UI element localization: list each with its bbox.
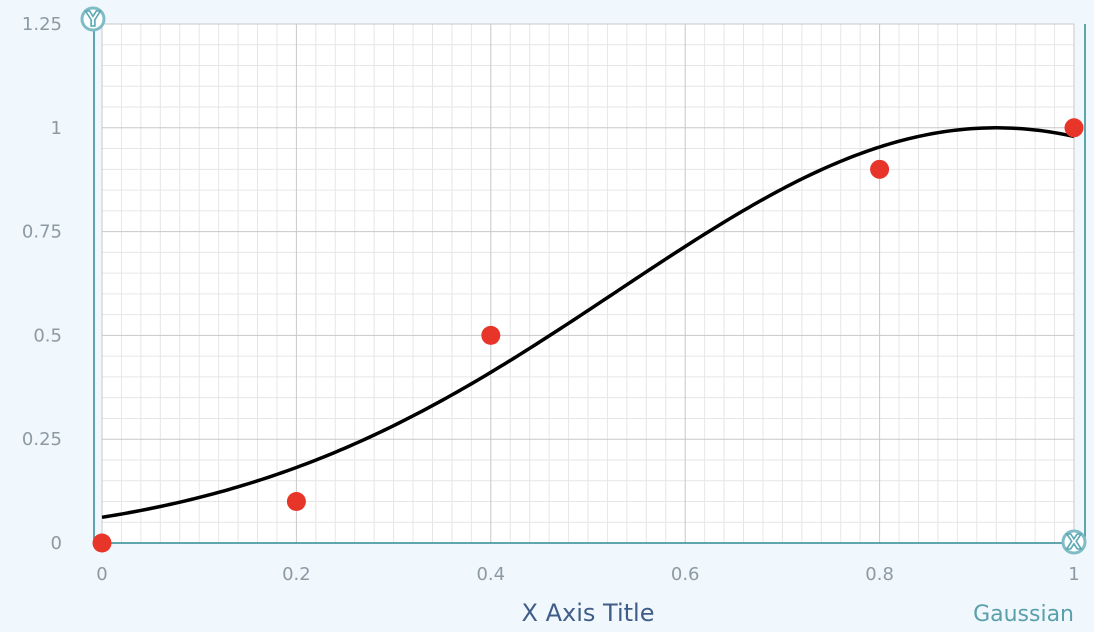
x-tick-label: 0 — [96, 564, 107, 585]
data-points — [92, 118, 1084, 553]
x-tick-labels: 0 0.2 0.4 0.6 0.8 1 — [96, 564, 1079, 585]
y-tick-label: 1.25 — [22, 14, 62, 35]
minor-gridlines — [102, 24, 1074, 543]
data-point — [870, 159, 890, 179]
x-tick-label: 0.2 — [282, 564, 311, 585]
y-axis-handle[interactable]: Y — [80, 6, 106, 32]
fit-model-label: Gaussian — [973, 602, 1074, 627]
axes — [93, 20, 1086, 544]
x-tick-label: 0.8 — [865, 564, 894, 585]
y-tick-label: 0.75 — [22, 222, 62, 243]
x-tick-label: 0.6 — [671, 564, 700, 585]
data-point — [481, 325, 501, 345]
fit-curve — [101, 126, 1075, 520]
data-point — [286, 491, 306, 511]
y-tick-label: 1 — [51, 118, 62, 139]
data-point — [92, 533, 112, 553]
x-axis-handle[interactable]: X — [1061, 529, 1087, 555]
x-tick-label: 1 — [1068, 564, 1079, 585]
x-axis-handle-circle[interactable] — [1061, 529, 1087, 555]
y-tick-labels: 0 0.25 0.5 0.75 1 1.25 — [22, 14, 62, 554]
y-tick-label: 0 — [51, 533, 62, 554]
x-axis-handle-letter[interactable]: X — [1065, 529, 1083, 555]
y-tick-label: 0.25 — [22, 429, 62, 450]
y-axis-handle-letter[interactable]: Y — [84, 6, 102, 32]
x-axis-title: X Axis Title — [522, 599, 655, 627]
y-axis-handle-circle[interactable] — [80, 6, 106, 32]
y-tick-label: 0.5 — [33, 325, 62, 346]
x-tick-label: 0.4 — [476, 564, 505, 585]
data-point — [1064, 118, 1084, 138]
